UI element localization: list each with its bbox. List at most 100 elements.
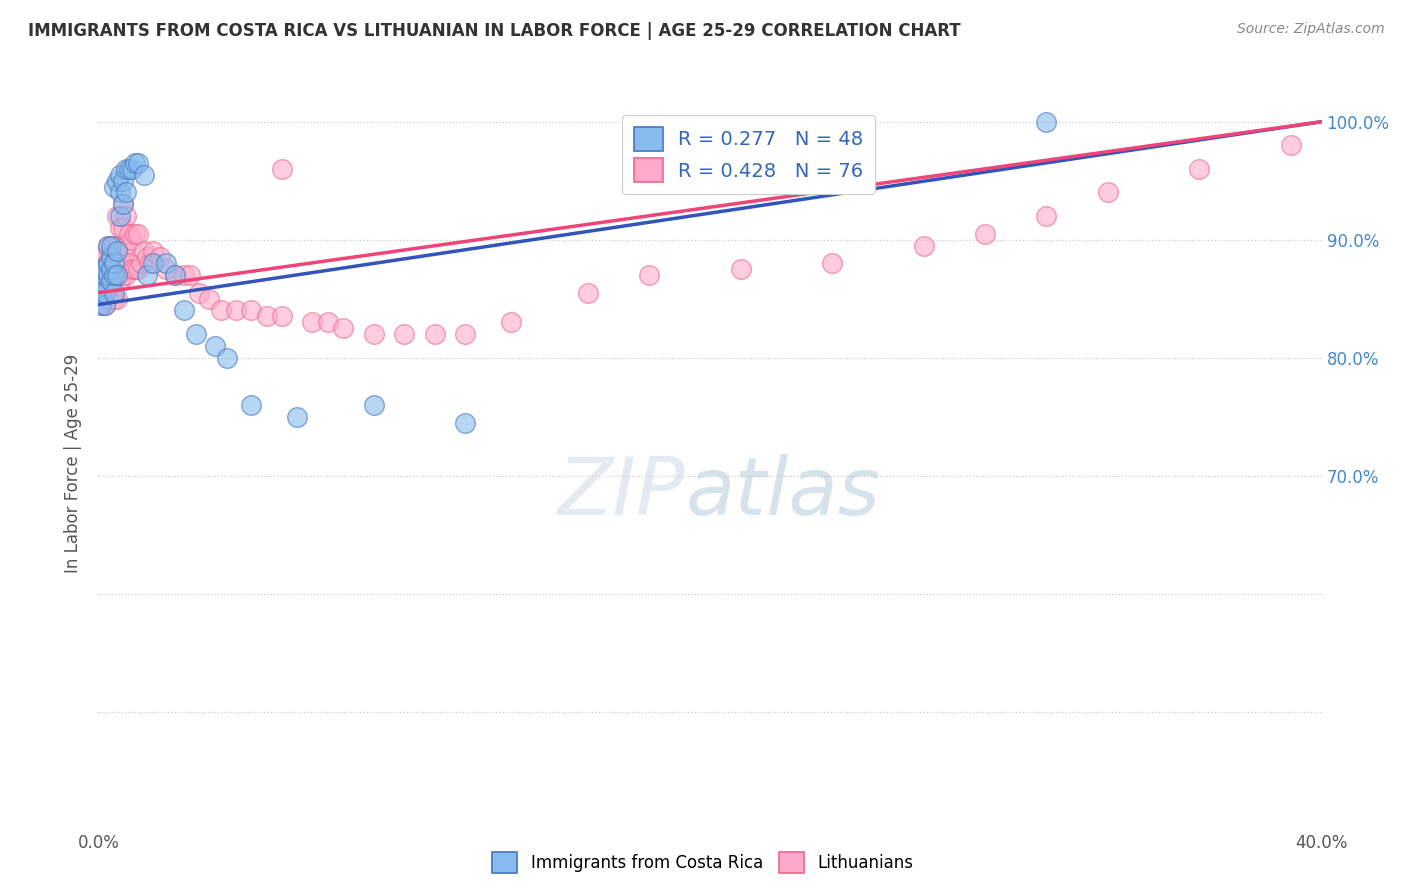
Point: [134, 244, 156, 259]
Point: [90, 256, 112, 270]
Point: [730, 262, 752, 277]
Point: [215, 351, 238, 365]
Point: [316, 315, 339, 329]
Point: [124, 227, 146, 241]
Point: [129, 256, 152, 270]
Point: [127, 227, 149, 241]
Point: [121, 262, 143, 277]
Point: [142, 256, 165, 270]
Point: [115, 186, 138, 200]
Point: [225, 303, 247, 318]
Point: [100, 262, 122, 277]
Point: [100, 238, 122, 252]
Point: [197, 292, 219, 306]
Point: [93, 251, 115, 265]
Point: [103, 238, 125, 252]
Point: [127, 262, 149, 277]
Point: [155, 262, 177, 277]
Point: [155, 256, 177, 270]
Point: [100, 262, 122, 277]
Point: [118, 161, 141, 176]
Text: atlas: atlas: [686, 454, 880, 533]
Point: [108, 168, 131, 182]
Point: [240, 398, 263, 412]
Point: [111, 268, 134, 282]
Point: [105, 268, 128, 282]
Point: [108, 251, 131, 265]
Point: [103, 256, 125, 270]
Point: [240, 303, 263, 318]
Point: [111, 174, 134, 188]
Point: [118, 256, 141, 270]
Point: [852, 174, 875, 188]
Point: [363, 327, 385, 342]
Point: [111, 197, 134, 211]
Point: [149, 251, 172, 265]
Point: [1341, 114, 1364, 128]
Point: [97, 268, 120, 282]
Point: [97, 238, 120, 252]
Point: [186, 327, 208, 342]
Point: [163, 268, 186, 282]
Point: [363, 398, 385, 412]
Point: [637, 268, 661, 282]
Point: [100, 251, 122, 265]
Point: [108, 186, 131, 200]
Point: [90, 274, 112, 288]
Point: [173, 268, 195, 282]
Point: [103, 292, 125, 306]
Point: [974, 227, 997, 241]
Point: [97, 238, 120, 252]
Point: [1279, 138, 1302, 153]
Point: [127, 156, 149, 170]
Point: [301, 315, 323, 329]
Point: [90, 280, 112, 294]
Point: [100, 274, 122, 288]
Point: [105, 268, 128, 282]
Point: [93, 297, 115, 311]
Point: [332, 321, 354, 335]
Point: [105, 209, 128, 223]
Point: [821, 256, 844, 270]
Point: [270, 310, 292, 324]
Point: [136, 251, 159, 265]
Point: [136, 268, 159, 282]
Point: [392, 327, 416, 342]
Point: [142, 244, 165, 259]
Point: [124, 156, 146, 170]
Point: [115, 209, 138, 223]
Point: [163, 268, 186, 282]
Text: ZIP: ZIP: [558, 454, 686, 533]
Point: [97, 256, 120, 270]
Point: [270, 161, 292, 176]
Point: [93, 268, 115, 282]
Text: Source: ZipAtlas.com: Source: ZipAtlas.com: [1237, 22, 1385, 37]
Point: [97, 256, 120, 270]
Point: [108, 220, 131, 235]
Point: [103, 268, 125, 282]
Point: [93, 268, 115, 282]
Point: [111, 220, 134, 235]
Point: [501, 315, 523, 329]
Point: [1035, 209, 1057, 223]
Point: [1188, 161, 1211, 176]
Point: [90, 262, 112, 277]
Point: [115, 238, 138, 252]
Point: [111, 244, 134, 259]
Point: [1402, 114, 1406, 128]
Point: [209, 303, 232, 318]
Y-axis label: In Labor Force | Age 25-29: In Labor Force | Age 25-29: [65, 354, 83, 574]
Point: [93, 285, 115, 300]
Point: [139, 256, 162, 270]
Legend: R = 0.277   N = 48, R = 0.428   N = 76: R = 0.277 N = 48, R = 0.428 N = 76: [621, 115, 875, 194]
Point: [124, 262, 146, 277]
Point: [256, 310, 278, 324]
Point: [111, 197, 134, 211]
Legend: Immigrants from Costa Rica, Lithuanians: Immigrants from Costa Rica, Lithuanians: [485, 846, 921, 880]
Point: [423, 327, 446, 342]
Point: [93, 297, 115, 311]
Point: [97, 274, 120, 288]
Point: [115, 161, 138, 176]
Point: [285, 409, 308, 424]
Point: [576, 285, 599, 300]
